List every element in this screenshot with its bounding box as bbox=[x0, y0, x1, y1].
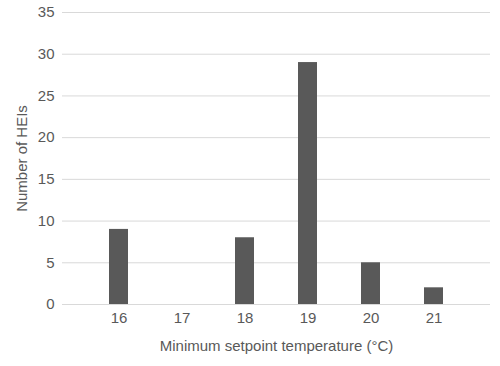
svg-text:Number of HEIs: Number of HEIs bbox=[13, 105, 30, 212]
svg-text:5: 5 bbox=[46, 254, 54, 271]
svg-text:16: 16 bbox=[111, 309, 128, 326]
svg-text:15: 15 bbox=[38, 170, 55, 187]
svg-text:30: 30 bbox=[38, 45, 55, 62]
svg-text:19: 19 bbox=[300, 309, 317, 326]
svg-text:21: 21 bbox=[426, 309, 443, 326]
svg-text:Minimum setpoint temperature (: Minimum setpoint temperature (°C) bbox=[160, 337, 394, 354]
svg-text:35: 35 bbox=[38, 3, 55, 20]
svg-text:25: 25 bbox=[38, 87, 55, 104]
svg-text:18: 18 bbox=[237, 309, 254, 326]
svg-text:0: 0 bbox=[46, 295, 54, 312]
svg-text:10: 10 bbox=[38, 212, 55, 229]
svg-text:17: 17 bbox=[174, 309, 191, 326]
svg-text:20: 20 bbox=[38, 128, 55, 145]
svg-text:20: 20 bbox=[363, 309, 380, 326]
